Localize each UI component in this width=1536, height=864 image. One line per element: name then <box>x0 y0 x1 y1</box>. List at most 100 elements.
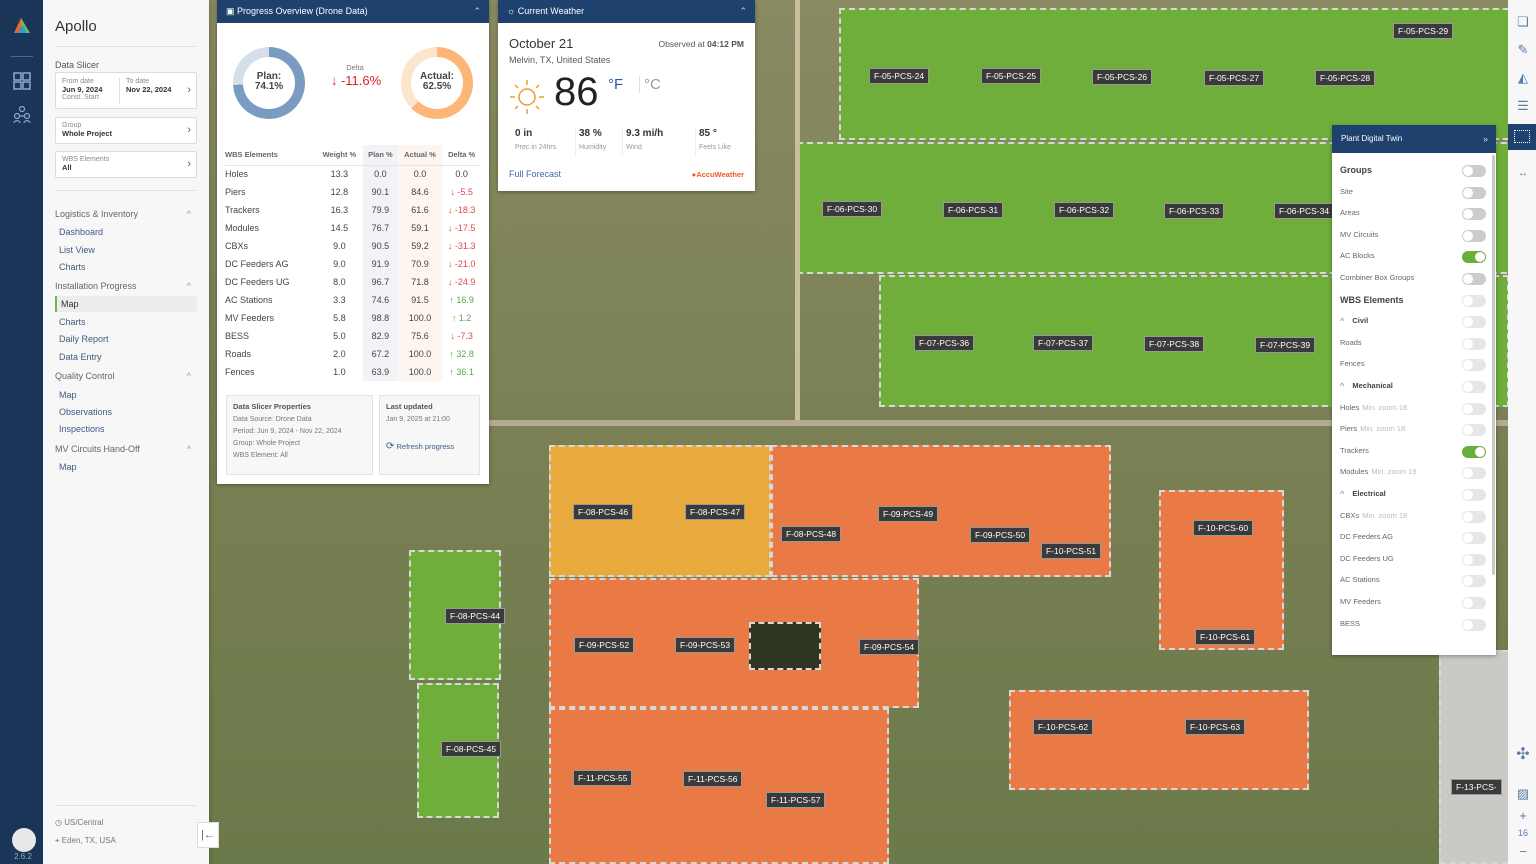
drone-survey-icon[interactable]: ◭ <box>1518 70 1528 85</box>
block-label[interactable]: F-06-PCS-31 <box>943 202 1004 218</box>
drone-icon[interactable]: ✣ <box>1516 746 1530 763</box>
layer-toggle[interactable] <box>1462 445 1486 458</box>
block-label[interactable]: F-05-PCS-28 <box>1315 70 1376 86</box>
block-label[interactable]: F-07-PCS-39 <box>1255 337 1316 353</box>
block-label[interactable]: F-09-PCS-53 <box>675 637 736 653</box>
block-label[interactable]: F-10-PCS-51 <box>1041 543 1102 559</box>
block-label[interactable]: F-05-PCS-25 <box>981 68 1042 84</box>
layer-row: Combiner Box Groups <box>1340 273 1496 287</box>
nav-logistics-charts[interactable]: Charts <box>59 262 86 272</box>
nav-quality-map[interactable]: Map <box>59 390 77 400</box>
layer-toggle[interactable] <box>1462 510 1486 523</box>
nav-installation-daily-report[interactable]: Daily Report <box>59 334 109 344</box>
collapse-panel-button[interactable]: ⌃ <box>473 6 481 16</box>
nav-installation-data-entry[interactable]: Data Entry <box>59 352 102 362</box>
block-label[interactable]: F-09-PCS-54 <box>859 639 920 655</box>
nav-installation-map[interactable]: Map <box>55 296 197 312</box>
block-label[interactable]: F-08-PCS-44 <box>445 608 506 624</box>
zoom-out-button[interactable]: − <box>1519 844 1527 859</box>
block-label[interactable]: F-05-PCS-24 <box>869 68 930 84</box>
layer-toggle[interactable] <box>1462 229 1486 242</box>
nav-quality-inspections[interactable]: Inspections <box>59 424 105 434</box>
layer-toggle[interactable] <box>1462 208 1486 221</box>
layer-toggle[interactable] <box>1462 597 1486 609</box>
layer-toggle[interactable] <box>1462 553 1486 566</box>
date-range-selector[interactable]: From date Jun 9, 2024 Const. Start To date… <box>55 72 197 109</box>
collapse-sidebar-button[interactable]: |← <box>197 822 219 848</box>
block-label[interactable]: F-11-PCS-57 <box>766 792 826 808</box>
block-label[interactable]: F-10-PCS-63 <box>1185 719 1246 735</box>
layer-toggle[interactable] <box>1462 359 1486 372</box>
apollo-logo-icon[interactable] <box>12 16 32 34</box>
block-label[interactable]: F-06-PCS-32 <box>1054 202 1115 218</box>
layer-toggle[interactable] <box>1462 294 1486 307</box>
collapse-right-icon[interactable]: » <box>1482 134 1488 144</box>
accuweather-logo[interactable]: ●AccuWeather <box>692 170 744 179</box>
layer-toggle[interactable] <box>1462 402 1486 415</box>
block-label[interactable]: F-07-PCS-38 <box>1144 336 1205 352</box>
block-label[interactable]: F-08-PCS-47 <box>685 504 746 520</box>
layer-toggle[interactable] <box>1462 251 1486 264</box>
block-label[interactable]: F-08-PCS-48 <box>781 526 842 542</box>
section-logistics[interactable]: Logistics & Inventory ^ <box>55 209 197 219</box>
group-selector[interactable]: Group Whole Project › <box>55 117 197 144</box>
block-label[interactable]: F-05-PCS-27 <box>1204 70 1265 86</box>
full-forecast-link[interactable]: Full Forecast <box>509 169 562 179</box>
digital-twin-tool-active[interactable] <box>1508 124 1536 150</box>
layer-toggle[interactable] <box>1462 337 1486 350</box>
layer-toggle[interactable] <box>1462 316 1486 329</box>
section-mv-handoff[interactable]: MV Circuits Hand-Off ^ <box>55 444 197 454</box>
list-icon[interactable]: ☰ <box>1517 98 1529 113</box>
fahrenheit-toggle[interactable]: °F <box>608 76 624 93</box>
layer-toggle[interactable] <box>1462 575 1486 588</box>
block-label[interactable]: F-10-PCS-61 <box>1195 629 1256 645</box>
edit-layer-icon[interactable]: ✎ <box>1517 42 1529 57</box>
layer-toggle[interactable] <box>1462 489 1486 501</box>
layer-toggle[interactable] <box>1462 381 1486 393</box>
map-style-icon[interactable]: ▨ <box>1516 786 1530 801</box>
layer-toggle[interactable] <box>1462 618 1486 631</box>
zoom-in-button[interactable]: + <box>1519 808 1527 823</box>
section-quality[interactable]: Quality Control ^ <box>55 371 197 381</box>
layer-toggle[interactable] <box>1462 186 1486 199</box>
scrollbar[interactable] <box>1492 155 1495 575</box>
last-updated-box: Last updated Jan 9, 2025 at 21:00 ⟳ Refr… <box>379 395 480 475</box>
layers-icon[interactable]: ❏ <box>1517 14 1529 29</box>
layer-toggle[interactable] <box>1462 165 1486 177</box>
block-label[interactable]: F-07-PCS-37 <box>1033 335 1094 351</box>
layer-toggle[interactable] <box>1462 424 1486 437</box>
block-label[interactable]: F-09-PCS-50 <box>970 527 1031 543</box>
refresh-progress-button[interactable]: ⟳ Refresh progress <box>386 441 473 452</box>
block-label[interactable]: F-08-PCS-45 <box>441 741 502 757</box>
wbs-selector[interactable]: WBS Elements All › <box>55 151 197 178</box>
dashboard-grid-icon[interactable] <box>12 71 32 91</box>
nav-logistics-list-view[interactable]: List View <box>59 245 95 255</box>
user-avatar[interactable] <box>12 828 36 852</box>
block-label[interactable]: F-11-PCS-56 <box>683 771 743 787</box>
block-label[interactable]: F-06-PCS-34 <box>1274 203 1335 219</box>
celsius-toggle[interactable]: °C <box>639 76 661 93</box>
layer-toggle[interactable] <box>1462 273 1486 285</box>
block-label[interactable]: F-09-PCS-49 <box>878 506 939 522</box>
block-label[interactable]: F-07-PCS-36 <box>914 335 975 351</box>
layer-toggle[interactable] <box>1462 467 1486 480</box>
measure-icon[interactable]: ↔ <box>1518 168 1528 179</box>
nav-logistics-dashboard[interactable]: Dashboard <box>59 227 104 237</box>
nav-quality-observations[interactable]: Observations <box>59 407 113 417</box>
block-label[interactable]: F-06-PCS-30 <box>822 201 883 217</box>
block-label[interactable]: F-10-PCS-60 <box>1193 520 1254 536</box>
nav-installation-charts[interactable]: Charts <box>59 317 86 327</box>
block-label[interactable]: F-08-PCS-46 <box>573 504 634 520</box>
block-label[interactable]: F-11-PCS-55 <box>573 770 633 786</box>
block-label[interactable]: F-05-PCS-26 <box>1092 69 1153 85</box>
section-installation[interactable]: Installation Progress ^ <box>55 281 197 291</box>
block-label[interactable]: F-09-PCS-52 <box>574 637 635 653</box>
layer-toggle[interactable] <box>1462 532 1486 545</box>
org-hierarchy-icon[interactable] <box>12 105 32 125</box>
nav-mv-map[interactable]: Map <box>59 462 77 472</box>
block-label[interactable]: F-13-PCS- <box>1451 779 1502 795</box>
block-label[interactable]: F-10-PCS-62 <box>1033 719 1094 735</box>
collapse-panel-button[interactable]: ⌃ <box>739 6 747 16</box>
block-label[interactable]: F-06-PCS-33 <box>1164 203 1225 219</box>
block-label[interactable]: F-05-PCS-29 <box>1393 23 1454 39</box>
